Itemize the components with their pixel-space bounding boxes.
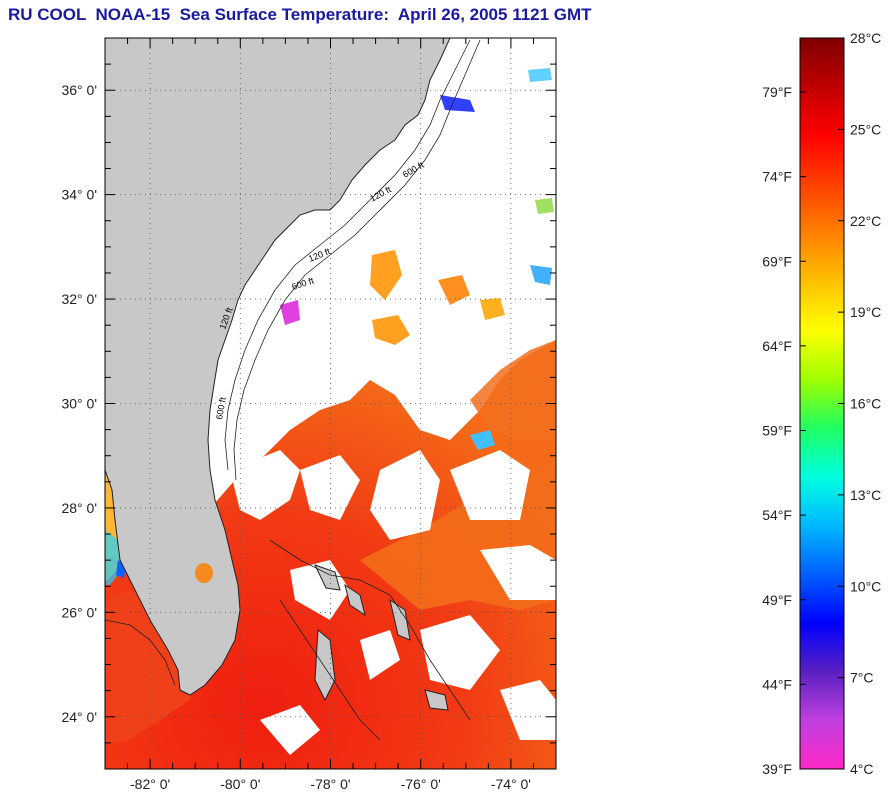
lon-tick-label: -78° 0' [310,776,350,792]
celsius-label: 19°C [850,304,881,320]
lat-tick-label: 30° 0' [61,396,97,412]
celsius-label: 25°C [850,121,881,137]
celsius-label: 10°C [850,578,881,594]
contour-label: 600 ft [214,396,228,420]
depth-contours [105,39,481,741]
longitude-axis: -82° 0' -80° 0' -78° 0' -76° 0' -74° 0' [104,38,557,792]
bahamas-islands [314,564,449,711]
celsius-label: 7°C [850,670,874,686]
celsius-label: 16°C [850,396,881,412]
colorbar-labels: 28°C 25°C 22°C 19°C 16°C 13°C 10°C 7°C 4°C 79°F 74… [762,30,881,777]
fahrenheit-label: 54°F [762,507,792,523]
sst-detail-patches [116,68,554,582]
fahrenheit-label: 49°F [762,592,792,608]
lat-tick-label: 26° 0' [61,604,97,620]
lat-tick-label: 28° 0' [61,500,97,516]
lon-tick-label: -80° 0' [220,776,260,792]
fahrenheit-label: 59°F [762,423,792,439]
fahrenheit-label: 64°F [762,338,792,354]
lat-lon-grid [105,38,556,769]
land-mass-us [105,38,451,696]
latitude-axis: 36° 0' 34° 0' 32° 0' 30° 0' 28° 0' 26° 0' 24° … [61,37,556,770]
fahrenheit-label: 44°F [762,676,792,692]
fahrenheit-label: 39°F [762,761,792,777]
lon-tick-label: -76° 0' [401,776,441,792]
celsius-label: 4°C [850,761,874,777]
lon-tick-label: -82° 0' [130,776,170,792]
celsius-label: 22°C [850,213,881,229]
lat-tick-label: 32° 0' [61,291,97,307]
fahrenheit-label: 74°F [762,169,792,185]
lat-tick-label: 36° 0' [61,82,97,98]
map-title: RU COOL NOAA-15 Sea Surface Temperature:… [8,5,592,24]
colorbar-gradient [799,37,845,770]
lat-tick-label: 34° 0' [61,187,97,203]
lon-tick-label: -74° 0' [491,776,531,792]
fahrenheit-label: 69°F [762,253,792,269]
temperature-colorbar: 28°C 25°C 22°C 19°C 16°C 13°C 10°C 7°C 4°C 79°F 74… [762,30,881,777]
celsius-label: 13°C [850,487,881,503]
fahrenheit-label: 79°F [762,84,792,100]
lake-okeechobee [195,563,213,583]
celsius-label: 28°C [850,30,881,46]
orange-water-patch [470,340,556,440]
lat-tick-label: 24° 0' [61,709,97,725]
